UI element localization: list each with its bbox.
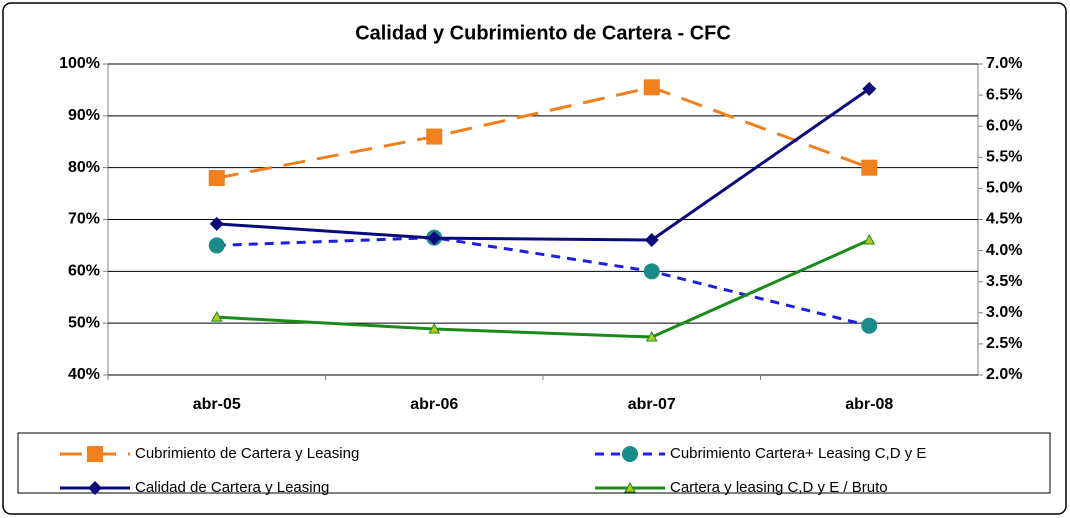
marker <box>861 159 878 176</box>
marker <box>643 263 660 280</box>
legend-label: Cubrimiento de Cartera y Leasing <box>135 445 359 462</box>
y-tick-label: 50% <box>68 314 100 331</box>
x-tick-label: abr-07 <box>628 396 676 413</box>
legend-marker <box>624 481 636 493</box>
legend-box <box>17 432 1051 494</box>
marker <box>210 311 223 322</box>
x-tick-label: abr-08 <box>845 396 893 413</box>
marker <box>208 237 225 254</box>
y-tick-label: 90% <box>68 107 100 124</box>
marker <box>862 81 877 96</box>
marker <box>427 231 442 246</box>
marker <box>428 322 441 334</box>
y-tick-label: 100% <box>59 55 100 72</box>
legend-marker <box>88 481 102 495</box>
y2-tick-label: 4.0% <box>986 242 1022 259</box>
y-tick-label: 60% <box>68 263 100 280</box>
y2-tick-label: 2.0% <box>986 366 1022 383</box>
marker <box>208 170 225 187</box>
marker <box>863 233 876 245</box>
y2-tick-label: 4.5% <box>986 211 1022 228</box>
marker <box>209 216 224 231</box>
y2-tick-label: 5.5% <box>986 149 1022 166</box>
y2-tick-label: 3.0% <box>986 304 1022 321</box>
legend-label: Cartera y leasing C,D y E / Bruto <box>670 479 888 496</box>
x-tick-label: abr-05 <box>193 396 241 413</box>
y-tick-label: 80% <box>68 159 100 176</box>
series-line <box>216 87 871 242</box>
x-tick-label: abr-06 <box>410 396 458 413</box>
legend-marker <box>622 446 638 462</box>
y2-tick-label: 7.0% <box>986 55 1022 72</box>
marker <box>645 331 658 342</box>
y2-tick-label: 3.5% <box>986 273 1022 290</box>
legend-marker <box>87 446 103 462</box>
series-line <box>216 85 870 180</box>
legend-label: Calidad de Cartera y Leasing <box>135 479 329 496</box>
y-tick-label: 40% <box>68 366 100 383</box>
marker <box>861 317 878 334</box>
series-line <box>216 236 870 328</box>
series-line <box>216 238 870 339</box>
y-tick-label: 70% <box>68 211 100 228</box>
marker <box>643 79 660 96</box>
y2-tick-label: 5.0% <box>986 180 1022 197</box>
marker <box>644 233 659 248</box>
chart-title: Calidad y Cubrimiento de Cartera - CFC <box>355 22 731 44</box>
y2-tick-label: 2.5% <box>986 335 1022 352</box>
legend-label: Cubrimiento Cartera+ Leasing C,D y E <box>670 445 926 462</box>
y2-tick-label: 6.0% <box>986 117 1022 134</box>
y2-tick-label: 6.5% <box>986 86 1022 103</box>
marker <box>426 128 443 145</box>
